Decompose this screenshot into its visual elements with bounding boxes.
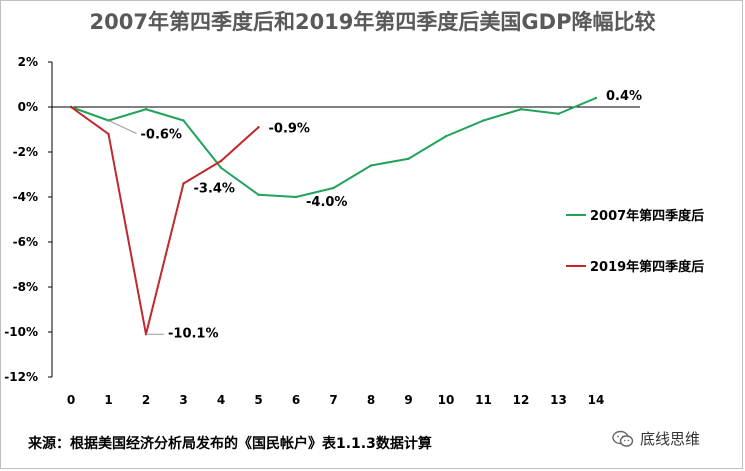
y-tick-label: -2% bbox=[13, 145, 38, 159]
x-tick-label: 2 bbox=[142, 393, 150, 407]
data-point bbox=[69, 105, 73, 109]
data-point bbox=[257, 126, 260, 129]
legend-label-2: 2019年第四季度后 bbox=[590, 259, 704, 275]
x-tick-label: 9 bbox=[404, 393, 412, 407]
data-point bbox=[219, 159, 223, 163]
data-point bbox=[557, 112, 560, 115]
data-point bbox=[407, 157, 410, 160]
data-point bbox=[107, 132, 110, 136]
series-line-1 bbox=[70, 97, 597, 198]
x-tick-label: 4 bbox=[217, 393, 225, 407]
x-tick-label: 6 bbox=[292, 393, 300, 407]
watermark-text: 底线思维 bbox=[640, 430, 701, 448]
x-tick-label: 0 bbox=[67, 393, 75, 407]
legend-label-1: 2007年第四季度后 bbox=[590, 208, 704, 224]
data-point bbox=[182, 119, 185, 122]
wechat-icon bbox=[612, 430, 634, 447]
data-point bbox=[519, 108, 523, 111]
data-label-leader bbox=[108, 120, 137, 134]
data-point bbox=[444, 135, 448, 138]
x-tick-label: 10 bbox=[438, 393, 455, 407]
data-label: -0.6% bbox=[141, 128, 182, 143]
y-tick-label: 2% bbox=[18, 55, 38, 69]
watermark: 底线思维 bbox=[612, 428, 700, 449]
data-point bbox=[369, 164, 373, 167]
x-tick-label: 14 bbox=[588, 393, 605, 407]
x-tick-label: 3 bbox=[179, 393, 187, 407]
x-tick-label: 11 bbox=[475, 393, 492, 407]
source-footnote: 来源：根据美国经济分析局发布的《国民帐户》表1.1.3数据计算 bbox=[28, 436, 432, 452]
x-tick-label: 7 bbox=[329, 393, 337, 407]
data-point bbox=[482, 119, 485, 122]
data-point bbox=[182, 182, 185, 185]
data-label: -4.0% bbox=[306, 195, 347, 210]
data-point bbox=[332, 186, 335, 190]
y-tick-label: -12% bbox=[4, 370, 38, 384]
data-point bbox=[219, 166, 223, 169]
data-label: -10.1% bbox=[168, 326, 219, 341]
x-tick-label: 8 bbox=[367, 393, 375, 407]
y-tick-label: 0% bbox=[18, 100, 38, 114]
data-label: 0.4% bbox=[606, 89, 642, 104]
data-point bbox=[294, 195, 298, 199]
y-tick-label: -8% bbox=[13, 280, 38, 294]
data-point bbox=[257, 193, 260, 196]
data-label: -3.4% bbox=[194, 182, 235, 197]
series-line-2 bbox=[70, 106, 260, 336]
y-tick-label: -4% bbox=[13, 190, 38, 204]
x-tick-label: 1 bbox=[104, 393, 112, 407]
y-tick-label: -10% bbox=[4, 325, 38, 339]
chart-title: 2007年第四季度后和2019年第四季度后美国GDP降幅比较 bbox=[89, 10, 656, 34]
y-tick-label: -6% bbox=[13, 235, 38, 249]
x-tick-label: 5 bbox=[254, 393, 262, 407]
data-point bbox=[144, 108, 148, 111]
x-tick-label: 12 bbox=[513, 393, 530, 407]
data-label: -0.9% bbox=[269, 121, 310, 136]
data-point bbox=[594, 96, 598, 100]
x-tick-label: 13 bbox=[550, 393, 567, 407]
